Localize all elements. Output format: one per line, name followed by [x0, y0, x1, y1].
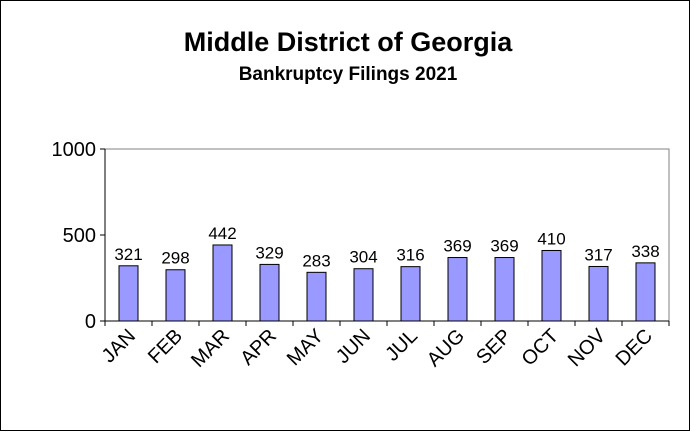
- x-tick-label: OCT: [518, 325, 563, 370]
- y-tick-label: 0: [85, 311, 96, 333]
- x-tick-label: JAN: [98, 325, 140, 367]
- x-tick-label: JUL: [381, 325, 422, 366]
- x-tick-label: APR: [236, 325, 281, 370]
- bar: [447, 257, 468, 322]
- x-tick-label: DEC: [612, 325, 657, 370]
- bar: [118, 265, 139, 322]
- data-label: 304: [349, 248, 377, 267]
- data-label: 283: [302, 251, 330, 270]
- data-label: 369: [443, 237, 471, 256]
- bar: [494, 257, 515, 322]
- bar: [588, 265, 609, 322]
- bar: [353, 268, 374, 322]
- x-tick-label: SEP: [472, 325, 516, 369]
- bar: [541, 249, 562, 322]
- data-label: 338: [631, 242, 659, 261]
- bar: [212, 244, 233, 322]
- data-label: 316: [396, 246, 424, 265]
- y-tick-label: 1000: [52, 139, 97, 161]
- data-label: 329: [255, 243, 283, 262]
- x-tick-label: NOV: [564, 325, 611, 372]
- bar: [306, 271, 327, 322]
- data-label: 442: [208, 224, 236, 243]
- x-tick-label: FEB: [144, 325, 187, 368]
- bar: [259, 263, 280, 322]
- data-label: 317: [584, 245, 612, 264]
- data-label: 410: [537, 229, 565, 248]
- bar: [400, 266, 421, 322]
- plot-border: [104, 148, 670, 322]
- data-label: 369: [490, 237, 518, 256]
- x-tick-label: AUG: [423, 325, 469, 371]
- bar: [165, 269, 186, 322]
- chart-subtitle: Bankruptcy Filings 2021: [239, 64, 458, 85]
- plot-area: 0 500 1000 321 JAN 298 FEB 442 MAR 329 APR 283 MAY 30…: [52, 139, 670, 372]
- data-label: 298: [161, 249, 189, 268]
- x-tick-label: JUN: [332, 325, 375, 368]
- y-tick-label: 500: [63, 225, 96, 247]
- x-tick-label: MAY: [283, 325, 328, 370]
- chart-title: Middle District of Georgia: [184, 27, 514, 57]
- x-tick-label: MAR: [187, 325, 234, 372]
- data-label: 321: [114, 245, 142, 264]
- bar: [635, 262, 656, 322]
